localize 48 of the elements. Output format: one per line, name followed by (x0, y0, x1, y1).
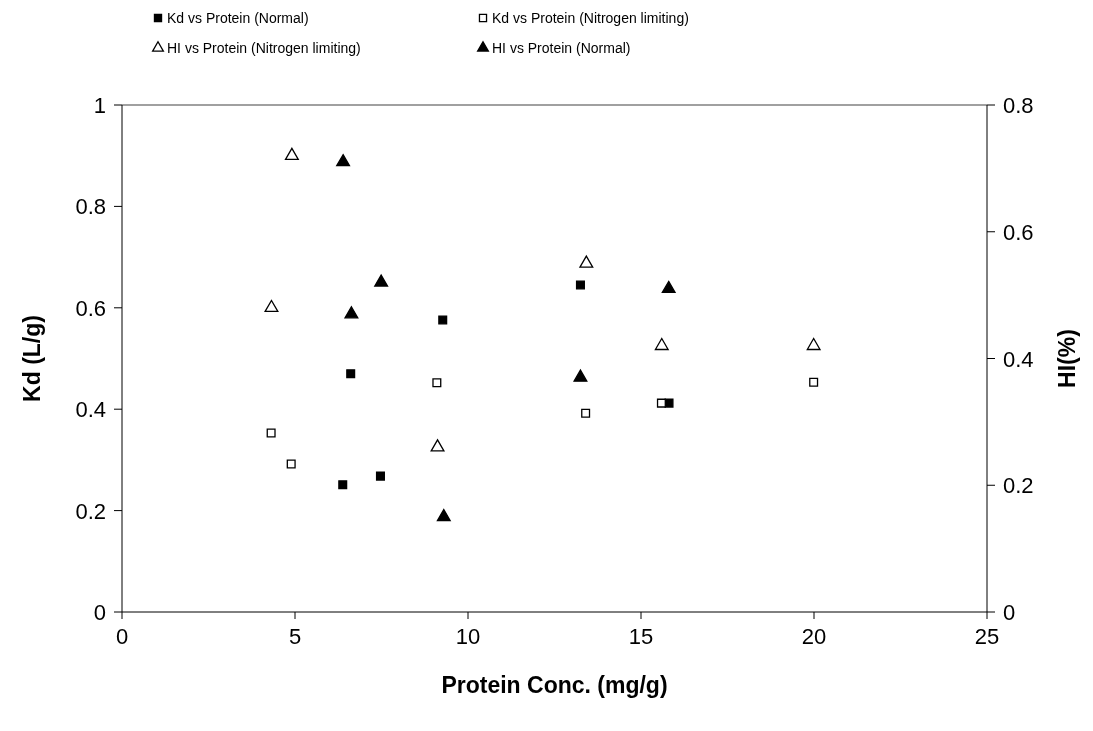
point (346, 369, 356, 379)
y2-tick-label: 0.6 (1003, 219, 1034, 245)
point (430, 439, 445, 452)
x-axis-title: Protein Conc. (mg/g) (441, 672, 668, 698)
y2-axis-title: HI(%) (1054, 329, 1080, 388)
point (579, 255, 594, 268)
x-tick-label: 0 (115, 624, 129, 649)
point (806, 337, 821, 351)
point (664, 398, 674, 408)
y-tick-label: 0.8 (75, 194, 106, 220)
y2-tick-label: 0 (1003, 600, 1016, 625)
point (654, 337, 669, 351)
y-tick-label: 0.2 (75, 498, 106, 524)
point (264, 299, 279, 313)
point (573, 369, 588, 382)
x-tick-label: 20 (801, 624, 827, 649)
y-tick-label: 0.4 (75, 397, 106, 423)
y2-tick-label: 0.8 (1003, 93, 1034, 118)
y-tick-label: 0 (93, 600, 106, 625)
point (374, 274, 389, 287)
point (656, 398, 666, 408)
point (575, 280, 585, 290)
y-tick-label: 1 (93, 93, 106, 118)
x-tick-label: 25 (974, 624, 1000, 649)
point (661, 280, 676, 294)
legend-label: HI vs Protein (Normal) (492, 40, 631, 56)
point (809, 377, 819, 387)
y-axis-title: Kd (L/g) (19, 315, 45, 402)
point (436, 508, 451, 522)
point (344, 306, 359, 319)
y-tick-label: 0.6 (75, 295, 106, 321)
y2-tick-label: 0.4 (1003, 346, 1034, 372)
point (581, 408, 591, 418)
x-tick-label: 5 (288, 624, 302, 649)
point (432, 378, 442, 388)
point (284, 147, 299, 161)
point (286, 459, 296, 469)
point (266, 428, 276, 438)
x-tick-label: 10 (455, 624, 481, 649)
point (338, 480, 348, 490)
legend-label: Kd vs Protein (Normal) (167, 10, 309, 26)
point (336, 154, 351, 167)
point (438, 315, 448, 325)
x-tick-label: 15 (628, 624, 654, 649)
y2-tick-label: 0.2 (1003, 473, 1034, 499)
legend-label: HI vs Protein (Nitrogen limiting) (167, 40, 361, 56)
point (375, 471, 385, 481)
legend-label: Kd vs Protein (Nitrogen limiting) (492, 10, 689, 26)
